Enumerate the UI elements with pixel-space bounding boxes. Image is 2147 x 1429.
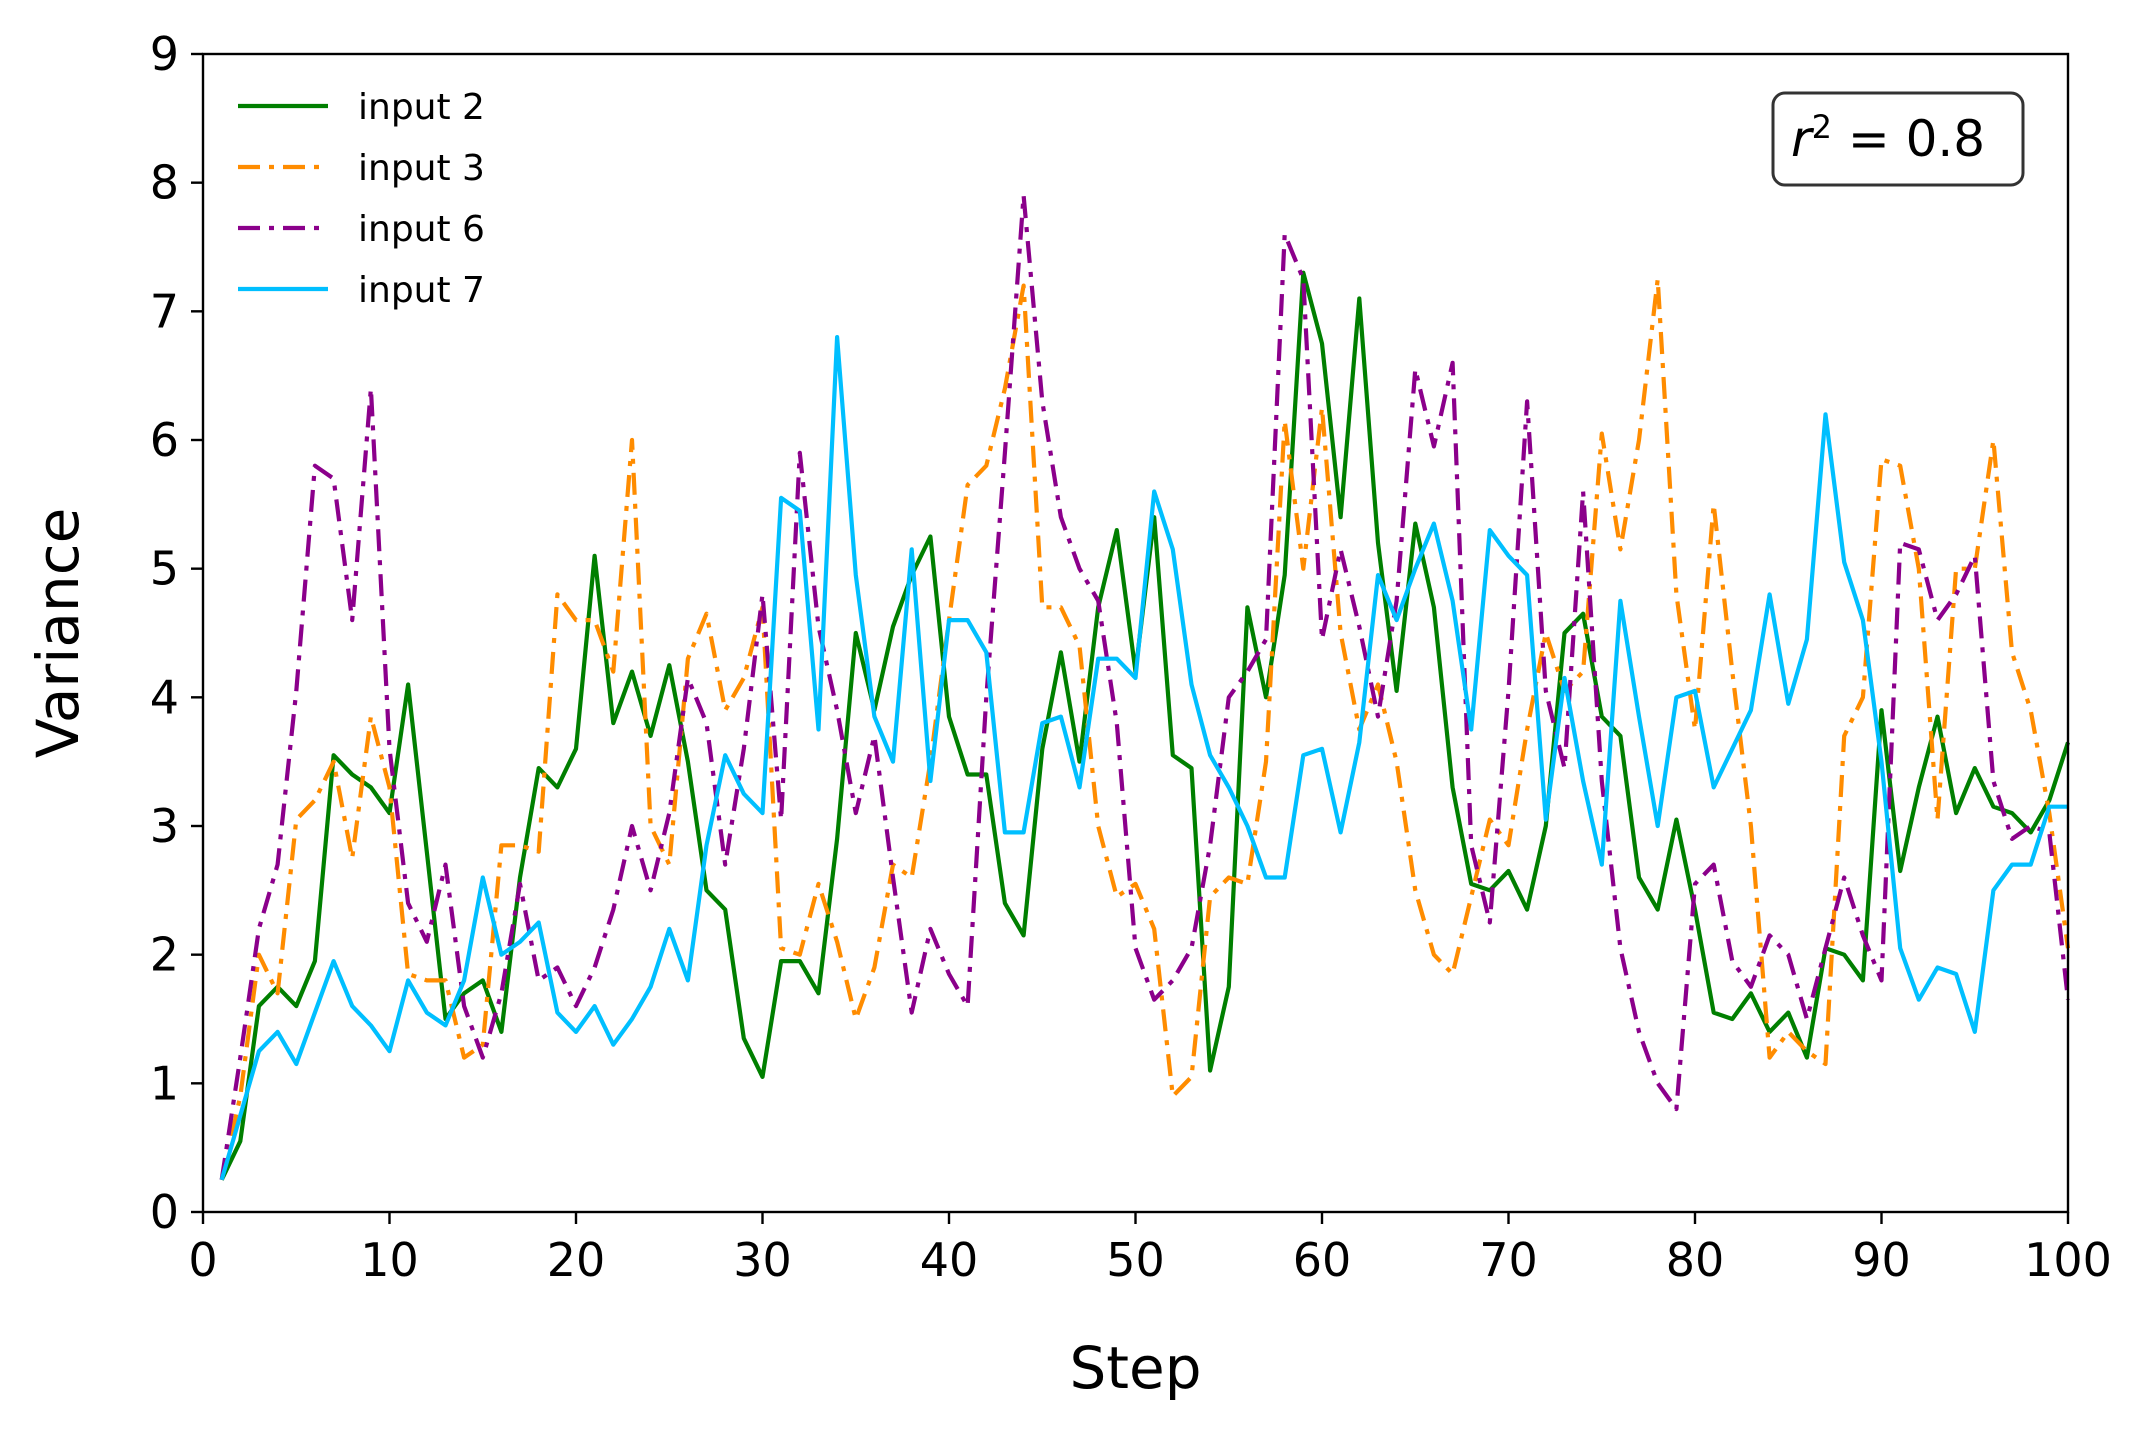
- y-tick-label: 9: [150, 27, 179, 81]
- x-tick-label: 90: [1852, 1233, 1911, 1287]
- y-axis-title: Variance: [24, 508, 92, 759]
- y-tick-label: 5: [150, 542, 179, 596]
- x-tick-label: 80: [1666, 1233, 1725, 1287]
- y-tick-label: 2: [150, 928, 179, 982]
- x-tick-label: 40: [920, 1233, 979, 1287]
- legend-label: input 6: [358, 209, 485, 250]
- y-tick-label: 4: [150, 670, 179, 724]
- annotation-exponent: 2: [1812, 108, 1832, 146]
- annotation-variable: r: [1791, 110, 1815, 168]
- x-tick-label: 20: [547, 1233, 606, 1287]
- y-tick-label: 0: [150, 1185, 179, 1239]
- annotation-value: = 0.8: [1832, 110, 1985, 168]
- x-tick-label: 30: [733, 1233, 792, 1287]
- legend-label: input 3: [358, 148, 485, 189]
- x-tick-label: 50: [1106, 1233, 1165, 1287]
- annotation-text: r2 = 0.8: [1791, 108, 1985, 168]
- legend-label: input 7: [358, 270, 485, 311]
- legend-label: input 2: [358, 87, 485, 128]
- x-axis-title: Step: [1069, 1334, 1201, 1402]
- y-tick-label: 7: [150, 284, 179, 338]
- r-squared-annotation: r2 = 0.8: [1771, 91, 2025, 187]
- x-tick-label: 70: [1479, 1233, 1538, 1287]
- annotation-box: [1771, 91, 2025, 187]
- y-tick-label: 8: [150, 156, 179, 210]
- y-tick-label: 6: [150, 413, 179, 467]
- x-tick-label: 60: [1293, 1233, 1352, 1287]
- ticks-layer: 0 10 20 30 40 50 60 70 80 90 100 0 1 2 3 4 5 6 7 8 9: [150, 27, 2112, 1287]
- y-tick-label: 1: [150, 1056, 179, 1110]
- x-tick-label: 0: [188, 1233, 217, 1287]
- y-tick-label: 3: [150, 799, 179, 853]
- series-line-input-7: [219, 335, 2068, 1181]
- legend: input 2 input 3 input 6 input 7: [238, 87, 485, 311]
- series-layer: [219, 193, 2071, 1181]
- x-tick-label: 100: [2024, 1233, 2112, 1287]
- x-tick-label: 10: [360, 1233, 419, 1287]
